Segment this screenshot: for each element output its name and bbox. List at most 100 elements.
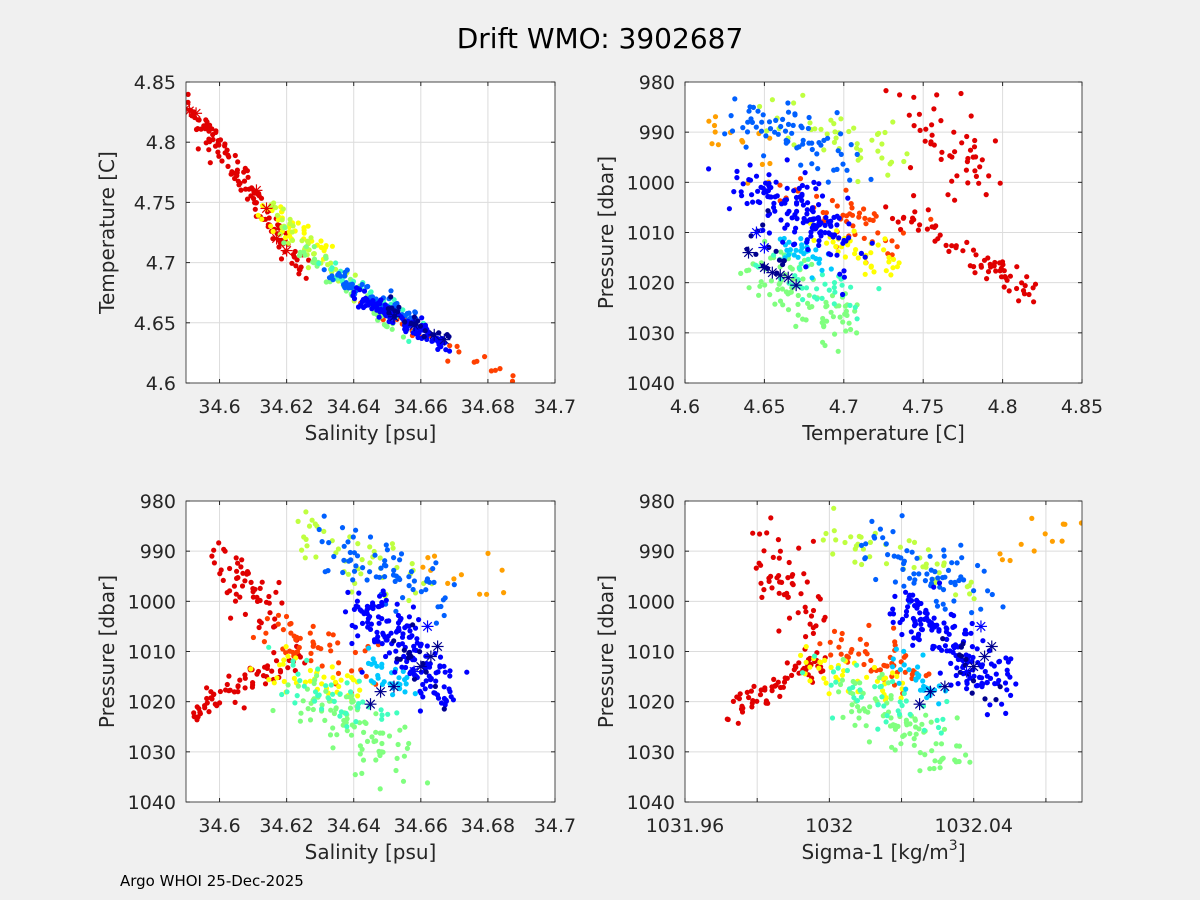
data-point	[855, 178, 861, 185]
data-point	[973, 154, 979, 160]
data-point	[706, 118, 712, 124]
data-point	[956, 652, 963, 658]
data-point	[768, 278, 775, 284]
data-point	[852, 559, 858, 565]
data-point	[852, 304, 858, 310]
data-point	[839, 672, 846, 678]
data-point	[836, 235, 842, 241]
data-point	[302, 555, 308, 561]
data-point	[940, 636, 946, 642]
data-point	[832, 289, 838, 295]
data-point	[207, 160, 213, 166]
data-point	[839, 677, 846, 683]
data-point	[759, 594, 765, 601]
data-point	[330, 745, 336, 751]
x-tick-label: 34.64	[327, 815, 381, 837]
data-point	[942, 688, 949, 694]
data-point	[344, 680, 350, 686]
data-point	[1001, 268, 1007, 274]
data-point	[911, 94, 917, 100]
data-point	[979, 157, 985, 163]
data-point	[889, 238, 895, 244]
data-point	[756, 292, 762, 298]
data-point	[846, 320, 852, 326]
data-point	[289, 229, 295, 235]
data-point	[949, 560, 955, 566]
data-point	[929, 132, 935, 138]
data-point	[370, 656, 376, 662]
x-tick-label: 4.85	[1061, 396, 1103, 418]
star-marker	[408, 665, 421, 678]
data-point	[414, 636, 420, 642]
data-point	[784, 211, 790, 217]
data-point	[964, 678, 970, 685]
data-point	[934, 603, 941, 609]
data-point	[222, 150, 228, 156]
data-point	[798, 162, 804, 168]
data-point	[952, 623, 958, 629]
data-point	[1004, 687, 1010, 693]
data-point	[830, 669, 837, 675]
data-point	[744, 268, 750, 274]
data-point	[856, 651, 862, 657]
data-point	[970, 678, 977, 684]
data-point	[424, 780, 431, 786]
data-point	[235, 683, 241, 690]
data-point	[360, 304, 367, 311]
data-point	[777, 548, 784, 554]
data-point	[814, 193, 820, 199]
data-point	[409, 633, 415, 639]
data-point	[882, 236, 888, 242]
scatter-points	[191, 509, 507, 792]
data-point	[361, 729, 367, 736]
star-marker	[742, 246, 755, 259]
data-point	[986, 173, 992, 179]
data-point	[976, 674, 983, 681]
data-point	[447, 343, 453, 349]
data-point	[861, 235, 867, 241]
data-point	[918, 626, 925, 632]
data-point	[988, 264, 994, 270]
data-point	[985, 255, 991, 261]
data-point	[898, 226, 904, 233]
data-point	[442, 702, 448, 708]
data-point	[971, 596, 977, 602]
data-point	[889, 744, 895, 750]
data-point	[852, 251, 858, 257]
data-point	[399, 634, 406, 640]
data-point	[858, 542, 865, 549]
data-point	[331, 698, 337, 705]
x-tick-label: 34.62	[259, 815, 313, 837]
data-point	[764, 188, 770, 194]
data-point	[250, 589, 256, 595]
data-point	[825, 179, 831, 185]
data-point	[256, 624, 262, 631]
data-point	[913, 677, 919, 683]
data-point	[753, 251, 759, 257]
data-point	[348, 689, 354, 695]
data-point	[232, 152, 238, 159]
data-point	[794, 201, 800, 207]
data-point	[831, 280, 838, 286]
data-point	[261, 639, 267, 645]
data-point	[760, 112, 766, 118]
star-marker	[782, 271, 795, 284]
data-point	[761, 153, 767, 159]
data-point	[332, 679, 339, 685]
star-marker	[260, 202, 273, 215]
x-tick-label: 34.62	[259, 396, 313, 418]
data-point	[264, 665, 270, 672]
data-point	[217, 137, 224, 143]
data-point	[982, 696, 988, 702]
data-point	[345, 571, 351, 577]
data-point	[351, 568, 358, 574]
data-point	[798, 261, 804, 267]
data-point	[791, 100, 797, 106]
data-point	[369, 734, 375, 740]
data-point	[394, 710, 400, 716]
data-point	[952, 149, 958, 155]
data-point	[973, 173, 980, 179]
data-point	[344, 716, 350, 722]
data-point	[355, 541, 361, 547]
data-point	[427, 661, 433, 667]
